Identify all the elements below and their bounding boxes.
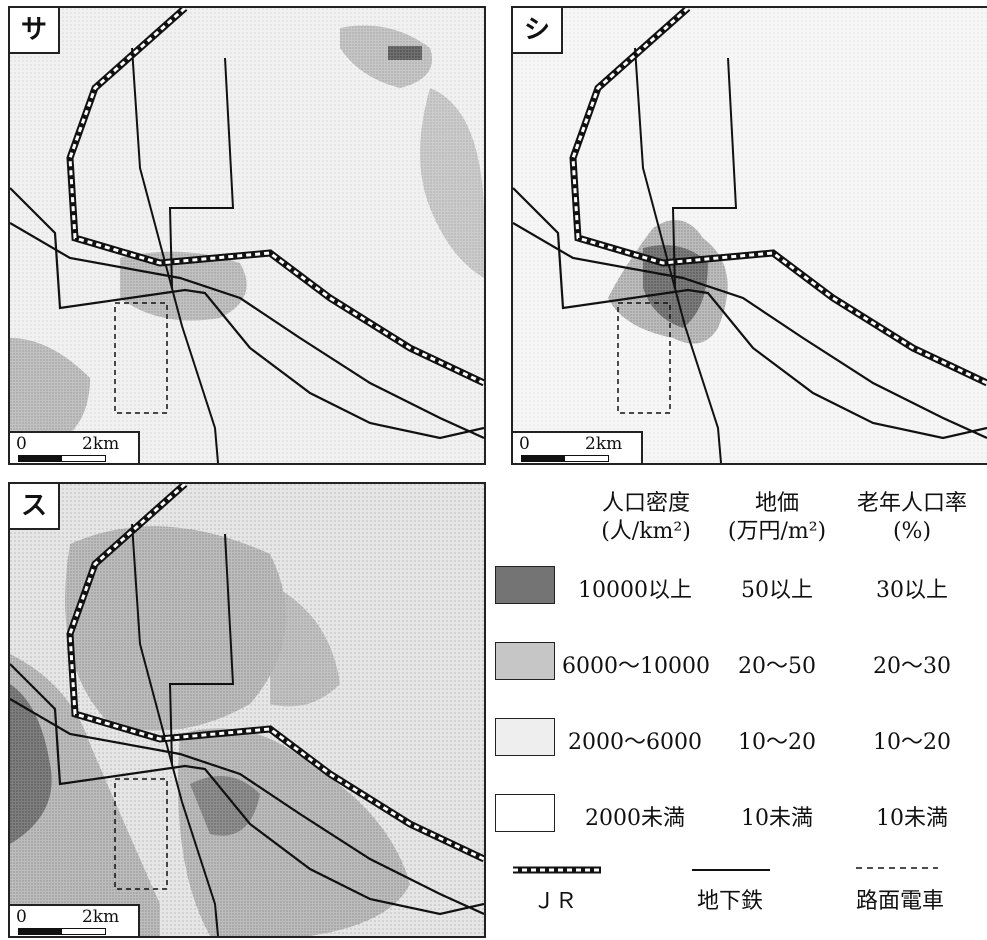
scale-bar-graphic [18,455,106,462]
legend-population: 2000未満 [585,806,685,831]
legend-population: 10000以上 [578,578,692,603]
scale-bar: 0 2km [10,431,140,463]
panel-label: シ [513,8,563,54]
map-panel-shi: シ 0 2km [511,6,987,465]
legend-header-elderly: 老年人口率 (%) [842,490,982,546]
legend-land-price: 10〜20 [738,730,816,755]
scale-end: 2km [82,907,120,927]
map-su [10,484,484,936]
scale-start: 0 [519,434,530,454]
legend-swatch-dark [495,566,555,604]
scale-bar: 0 2km [10,904,140,936]
map-panel-sa: サ 0 2km [8,6,486,465]
legend-tram-label: 路面電車 [855,889,944,914]
legend-header-land-price: 地価 (万円/m²) [712,490,842,546]
legend-jr-label: ＪＲ [532,889,577,914]
legend-elderly: 10〜20 [873,730,951,755]
scale-end: 2km [585,434,623,454]
legend-population: 6000〜10000 [562,654,710,679]
map-shi [513,8,987,463]
panel-label: サ [10,8,60,54]
legend-population: 2000〜6000 [568,730,702,755]
legend-elderly: 10未満 [876,806,948,831]
legend-swatch-light [495,718,555,756]
legend-elderly: 20〜30 [873,654,951,679]
legend-unit: (%) [892,519,932,544]
legend-swatch-white [495,794,555,832]
scale-end: 2km [82,434,120,454]
scale-start: 0 [16,434,27,454]
map-sa [10,8,484,463]
legend-land-price: 20〜50 [738,654,816,679]
legend-title: 人口密度 [601,491,690,516]
panel-label: ス [10,484,60,530]
legend-title: 老年人口率 [856,491,967,516]
scale-bar-graphic [18,928,106,935]
legend-title: 地価 [754,491,799,516]
legend-subway-label: 地下鉄 [696,889,763,914]
legend-unit: (人/km²) [601,519,691,544]
legend-elderly: 30以上 [876,578,948,603]
legend-land-price: 10未満 [741,806,813,831]
map-panel-su: ス 0 2km [8,482,486,938]
legend-swatch-mid [495,642,555,680]
legend-header-population: 人口密度 (人/km²) [576,490,716,546]
legend-unit: (万円/m²) [727,519,827,544]
scale-bar: 0 2km [513,431,643,463]
scale-bar-graphic [521,455,609,462]
legend-land-price: 50以上 [741,578,813,603]
scale-start: 0 [16,907,27,927]
